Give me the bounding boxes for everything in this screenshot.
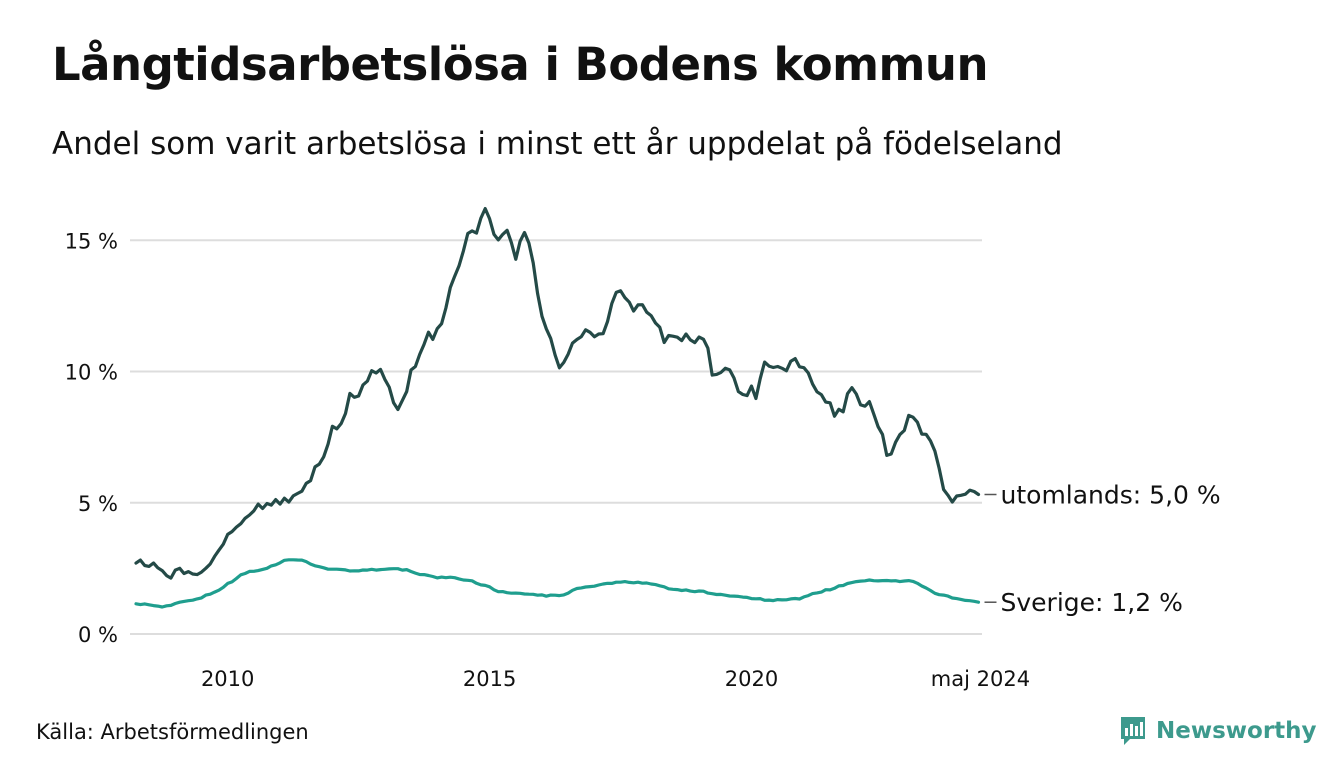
x-tick-label: 2020 bbox=[725, 667, 778, 691]
brand-logo[interactable]: Newsworthy bbox=[1118, 714, 1317, 748]
y-tick-label: 5 % bbox=[78, 492, 118, 516]
x-axis-ticks: 2010 2015 2020 maj 2024 bbox=[201, 667, 1030, 691]
series-line-sverige bbox=[134, 558, 981, 609]
gridlines bbox=[130, 239, 982, 635]
y-tick-label: 0 % bbox=[78, 623, 118, 647]
series-lines bbox=[134, 207, 981, 609]
newsworthy-logo-icon bbox=[1121, 717, 1145, 745]
brand-name: Newsworthy bbox=[1156, 718, 1317, 744]
source-note: Källa: Arbetsförmedlingen bbox=[36, 720, 309, 744]
x-tick-label: maj 2024 bbox=[931, 667, 1030, 691]
chart-subtitle: Andel som varit arbetslösa i minst ett å… bbox=[52, 126, 1063, 162]
y-tick-label: 15 % bbox=[65, 229, 118, 253]
x-tick-label: 2015 bbox=[463, 667, 516, 691]
y-axis-ticks: 0 % 5 % 10 % 15 % bbox=[65, 229, 118, 647]
series-line-utomlands bbox=[134, 207, 981, 580]
series-end-labels: utomlands: 5,0 % Sverige: 1,2 % bbox=[984, 481, 1221, 617]
x-tick-label: 2010 bbox=[201, 667, 254, 691]
chart-title: Långtidsarbetslösa i Bodens kommun bbox=[52, 38, 988, 91]
series-end-label: Sverige: 1,2 % bbox=[1001, 588, 1183, 617]
y-tick-label: 10 % bbox=[65, 361, 118, 385]
series-end-label: utomlands: 5,0 % bbox=[1001, 481, 1221, 510]
